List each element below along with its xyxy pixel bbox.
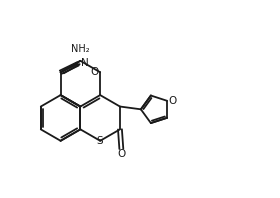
Text: NH₂: NH₂ bbox=[71, 44, 90, 54]
Text: O: O bbox=[90, 67, 99, 77]
Text: N: N bbox=[81, 58, 89, 68]
Text: O: O bbox=[169, 96, 177, 106]
Text: S: S bbox=[97, 136, 104, 146]
Text: O: O bbox=[117, 149, 125, 159]
